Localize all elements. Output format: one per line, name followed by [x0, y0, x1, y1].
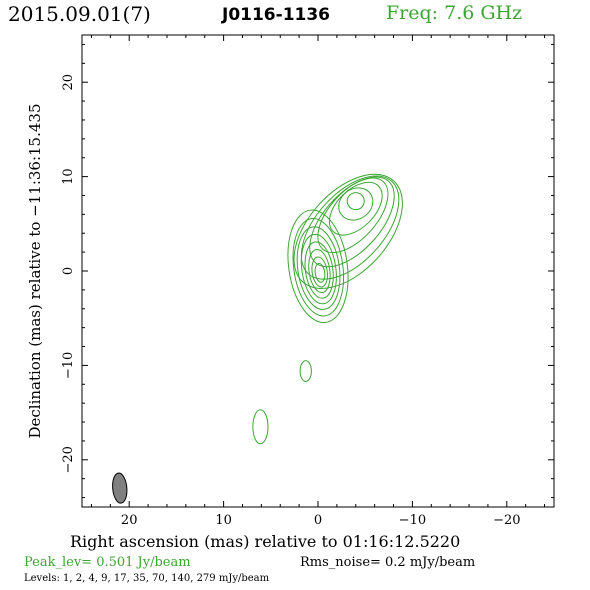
jet-contour — [317, 177, 389, 253]
core-contour — [311, 256, 328, 288]
y-axis-label: Declination (mas) relative to −11:36:15.… — [26, 103, 44, 438]
core-contour — [296, 226, 341, 310]
y-tick-label: −20 — [61, 446, 76, 473]
x-tick-label: 20 — [121, 513, 138, 528]
observation-date: 2015.09.01(7) — [8, 2, 151, 26]
core-contour — [304, 241, 334, 299]
x-tick-label: −20 — [493, 513, 520, 528]
x-tick-label: 0 — [314, 513, 322, 528]
jet-contour — [300, 175, 400, 280]
core-contour — [314, 263, 326, 283]
x-tick-label: 10 — [215, 513, 232, 528]
x-tick-label: −10 — [399, 513, 426, 528]
y-tick-label: −10 — [61, 352, 76, 379]
jet-contour — [346, 192, 365, 211]
frequency-label: Freq: 7.6 GHz — [386, 2, 523, 24]
jet-contour — [309, 176, 395, 268]
contour-levels: Levels: 1, 2, 4, 9, 17, 35, 70, 140, 279… — [24, 573, 270, 584]
core-contour — [308, 248, 331, 294]
core-contour — [300, 233, 337, 305]
peak-level: Peak_lev= 0.501 Jy/beam — [24, 555, 191, 570]
component-contour — [252, 409, 269, 445]
core-contour — [287, 209, 349, 324]
restoring-beam — [112, 472, 128, 504]
rms-noise: Rms_noise= 0.2 mJy/beam — [300, 555, 476, 570]
core-contour — [292, 217, 345, 317]
jet-contour — [293, 173, 403, 289]
source-name: J0116-1136 — [222, 5, 331, 25]
y-tick-label: 0 — [61, 267, 76, 275]
y-tick-label: 10 — [61, 168, 76, 185]
plot-frame — [81, 34, 555, 508]
jet-contour — [338, 187, 374, 221]
y-tick-label: 20 — [61, 74, 76, 91]
component-contour — [299, 360, 312, 382]
x-axis-label: Right ascension (mas) relative to 01:16:… — [70, 532, 461, 551]
